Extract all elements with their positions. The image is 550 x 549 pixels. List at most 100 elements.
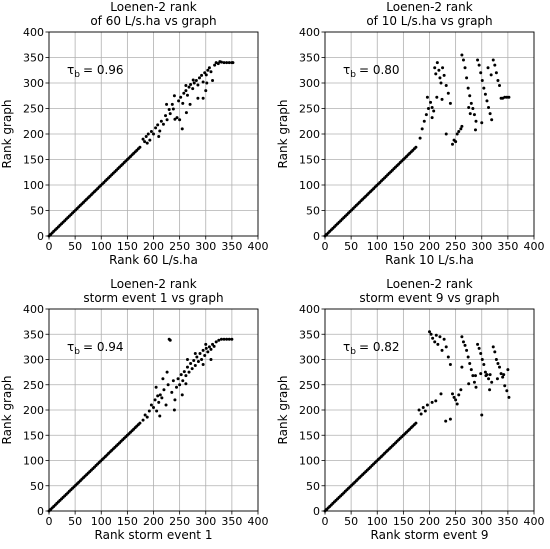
data-point (214, 340, 218, 344)
data-point (155, 409, 159, 413)
data-point (476, 342, 480, 346)
data-point (161, 377, 165, 381)
x-tick-label: 400 (524, 515, 545, 528)
data-point (437, 68, 441, 72)
data-point (482, 86, 486, 90)
x-tick-label: 350 (221, 515, 242, 528)
data-point (200, 358, 204, 361)
data-point (480, 78, 484, 82)
data-point (435, 95, 439, 99)
data-point (423, 409, 427, 413)
data-point (212, 344, 216, 348)
data-point (154, 126, 158, 130)
data-point (442, 73, 446, 77)
data-point (152, 405, 155, 409)
y-tick-label: 350 (23, 52, 44, 65)
data-point (209, 70, 213, 74)
data-point (204, 73, 208, 77)
data-point (172, 94, 176, 98)
data-point (503, 384, 507, 388)
data-point (141, 418, 145, 422)
data-point (479, 372, 483, 376)
data-point (211, 78, 215, 82)
x-tick-label: 400 (248, 240, 269, 253)
plot-frame (324, 31, 535, 237)
data-point (227, 61, 231, 65)
data-point (446, 91, 450, 95)
data-point (476, 58, 480, 62)
data-point (138, 421, 142, 425)
data-point (201, 348, 205, 352)
data-point (159, 119, 163, 123)
x-tick-label: 200 (419, 240, 440, 253)
y-axis-label: Rank graph (276, 100, 290, 169)
plot-frame (324, 308, 535, 512)
data-point (189, 362, 193, 366)
data-point (164, 114, 168, 118)
y-tick-label: 250 (299, 379, 320, 392)
y-tick-label: 0 (313, 230, 320, 243)
data-point (428, 330, 431, 334)
data-point (157, 400, 161, 404)
data-point (419, 412, 423, 416)
data-point (488, 112, 492, 116)
data-point (485, 99, 489, 103)
data-point (467, 382, 471, 386)
data-point (165, 102, 169, 106)
data-point (152, 132, 155, 136)
y-tick-label: 150 (299, 429, 320, 442)
data-point (489, 73, 493, 77)
y-tick-label: 350 (299, 52, 320, 65)
x-tick-label: 300 (471, 240, 492, 253)
data-point (206, 350, 210, 354)
data-point (469, 101, 473, 105)
data-point (145, 415, 149, 419)
y-tick-label: 200 (299, 404, 320, 417)
data-point (435, 61, 439, 65)
y-tick-label: 250 (23, 379, 44, 392)
x-tick-label: 300 (195, 240, 216, 253)
data-point (170, 390, 174, 394)
y-tick-label: 400 (23, 26, 44, 39)
data-point (172, 408, 176, 412)
x-tick-label: 100 (91, 240, 112, 253)
data-point (216, 62, 220, 66)
data-point (491, 58, 495, 62)
data-point (198, 351, 202, 355)
x-tick-label: 250 (169, 515, 190, 528)
data-point (448, 363, 452, 367)
data-point (479, 71, 483, 75)
x-tick-label: 150 (117, 515, 138, 528)
data-point (192, 359, 196, 363)
y-tick-label: 100 (23, 455, 44, 468)
data-point (498, 365, 502, 369)
data-point (505, 95, 509, 99)
x-axis-label: Rank 10 L/s.ha (385, 253, 474, 267)
data-point (158, 129, 162, 133)
data-point (491, 345, 495, 349)
data-point (507, 95, 511, 99)
x-tick-label: 150 (393, 515, 414, 528)
data-point (430, 105, 434, 109)
data-point (153, 398, 157, 402)
data-point (499, 372, 503, 376)
data-point (450, 392, 454, 396)
data-point (480, 358, 484, 361)
data-point (421, 405, 425, 409)
data-point (211, 342, 215, 346)
data-point (479, 351, 483, 355)
chart-title-line-1: Loenen-2 rank (386, 0, 472, 14)
data-point (185, 93, 189, 97)
data-point (213, 63, 217, 67)
data-point (188, 102, 192, 106)
data-point (200, 73, 204, 77)
data-point (167, 108, 171, 112)
data-point (143, 413, 147, 417)
data-point (157, 135, 161, 139)
data-point (455, 132, 459, 136)
data-point (468, 94, 472, 98)
x-tick-label: 350 (497, 515, 518, 528)
data-point (473, 374, 477, 378)
x-tick-label: 50 (68, 240, 82, 253)
